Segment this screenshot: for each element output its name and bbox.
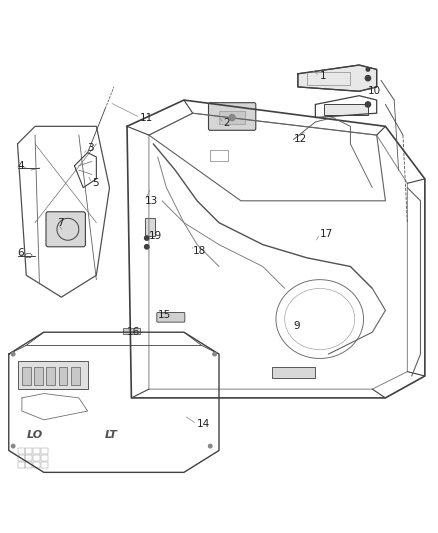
Bar <box>18 455 25 461</box>
Bar <box>18 361 88 389</box>
Polygon shape <box>298 65 377 91</box>
Text: 7: 7 <box>57 217 64 228</box>
Bar <box>41 455 48 461</box>
Circle shape <box>11 352 15 356</box>
Text: 5: 5 <box>92 178 99 188</box>
Text: 1: 1 <box>320 71 326 81</box>
Bar <box>219 104 254 126</box>
Text: LO: LO <box>26 430 42 440</box>
Bar <box>324 104 368 115</box>
Circle shape <box>208 445 212 448</box>
Bar <box>46 367 55 385</box>
Bar <box>41 448 48 454</box>
Circle shape <box>229 115 235 120</box>
Bar <box>71 367 80 385</box>
Text: 16: 16 <box>127 327 140 337</box>
Bar <box>210 150 228 161</box>
Bar <box>307 71 350 85</box>
Bar <box>25 448 32 454</box>
Bar <box>25 455 32 461</box>
Bar <box>145 219 155 236</box>
Text: 15: 15 <box>158 310 171 320</box>
Bar <box>59 367 67 385</box>
Circle shape <box>11 445 15 448</box>
Text: 13: 13 <box>145 196 158 206</box>
Circle shape <box>366 68 370 71</box>
Circle shape <box>213 352 216 356</box>
Text: 18: 18 <box>193 246 206 256</box>
Circle shape <box>365 76 371 81</box>
Bar <box>219 111 245 124</box>
Bar <box>34 367 43 385</box>
Text: 14: 14 <box>197 419 210 429</box>
Bar <box>33 455 40 461</box>
Text: 2: 2 <box>223 118 230 128</box>
Text: 17: 17 <box>320 229 333 239</box>
FancyBboxPatch shape <box>208 103 256 130</box>
Bar <box>33 462 40 468</box>
Text: 11: 11 <box>140 112 153 123</box>
Bar <box>25 462 32 468</box>
Circle shape <box>145 245 149 249</box>
Bar <box>33 448 40 454</box>
Bar <box>123 328 140 334</box>
FancyBboxPatch shape <box>157 312 185 322</box>
Bar <box>22 367 31 385</box>
Text: 6: 6 <box>18 248 24 259</box>
Circle shape <box>365 102 371 107</box>
Text: 9: 9 <box>293 321 300 330</box>
Bar <box>41 462 48 468</box>
Text: LT: LT <box>105 430 118 440</box>
Text: 12: 12 <box>293 134 307 144</box>
Text: 19: 19 <box>149 231 162 241</box>
Text: 10: 10 <box>368 86 381 96</box>
Text: 4: 4 <box>18 161 24 171</box>
Circle shape <box>145 236 149 240</box>
Bar <box>18 448 25 454</box>
Bar <box>18 462 25 468</box>
Text: 3: 3 <box>88 143 94 154</box>
Bar <box>272 367 315 378</box>
FancyBboxPatch shape <box>46 212 85 247</box>
